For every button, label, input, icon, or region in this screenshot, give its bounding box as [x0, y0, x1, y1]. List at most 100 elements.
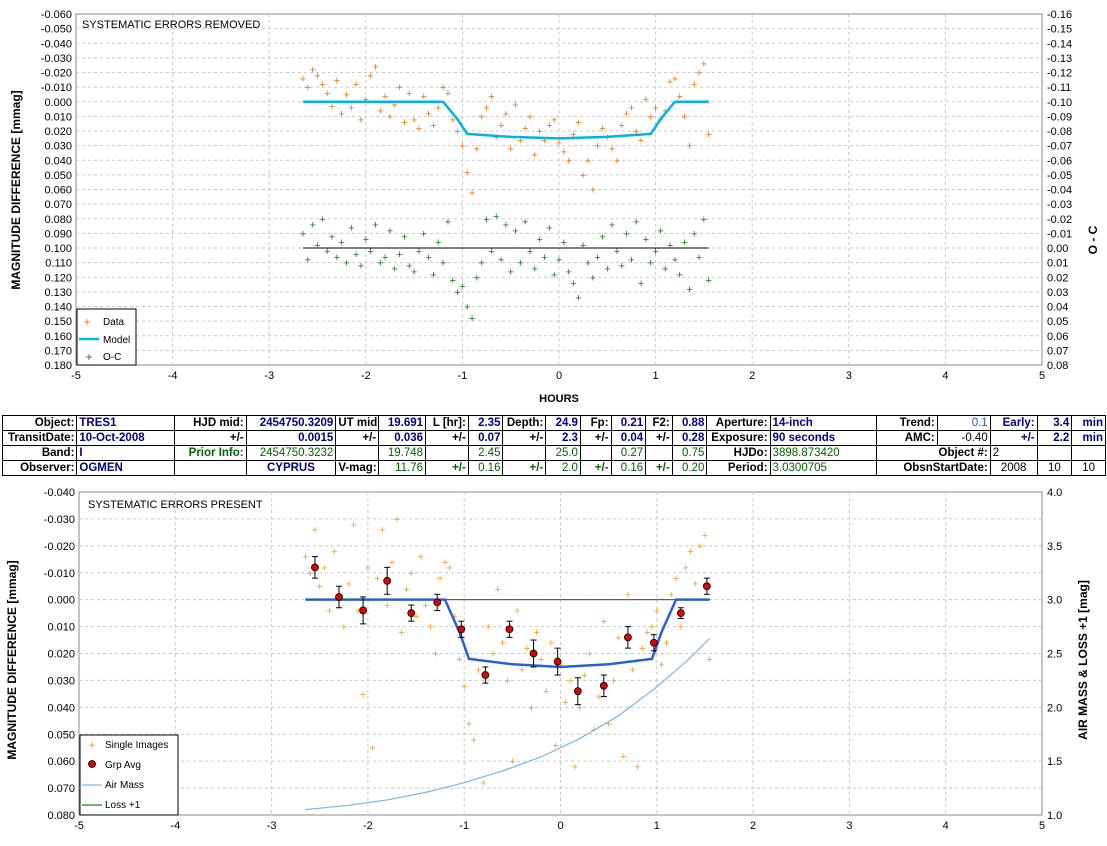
data-point: + [619, 120, 625, 132]
grp-avg-point [383, 576, 392, 585]
bot-y2-tick-label: 2.5 [1047, 649, 1062, 661]
prior-info-label: Prior Info: [174, 445, 247, 461]
vmag-value: 11.76 [378, 460, 427, 476]
single-image-point: + [365, 562, 371, 574]
bot-x-tick-label: -4 [170, 820, 180, 832]
single-image-point: + [649, 622, 655, 634]
oc-point: + [435, 237, 441, 249]
data-point: + [507, 144, 513, 156]
oc-point: + [677, 269, 683, 281]
oc-point: + [425, 252, 431, 264]
oc-point: + [604, 263, 610, 275]
object-value: TRES1 [76, 415, 176, 431]
object-number-value: 2 [989, 445, 1038, 461]
prior-depth-err-label: +/- [502, 460, 547, 476]
bottom-chart: -0.040 -0.030 -0.020 -0.010 0.000 0.010 0.020 0… [5, 487, 1090, 832]
oc-point: + [599, 231, 605, 243]
blank-3-20 [1036, 445, 1073, 461]
legend-oc-label: O-C [103, 352, 121, 363]
hjd-mid-value: 2454750.3209 [245, 415, 337, 431]
oc-point: + [343, 258, 349, 270]
bottom-legend: + Single Images Grp Avg Air Mass Loss +1 [79, 734, 179, 816]
transitdate-label: TransitDate: [1, 430, 78, 446]
oc-point: + [396, 249, 402, 261]
data-point: + [329, 101, 335, 113]
top-y2-tick-label: 0.02 [1047, 272, 1068, 284]
oc-point: + [479, 258, 485, 270]
bottom-x-ticks: -5 -4 -3 -2 -1 0 1 2 3 4 5 [74, 820, 1045, 832]
single-image-point: + [644, 627, 650, 639]
bot-y-tick-label: 0.030 [47, 675, 75, 687]
early-value: 3.4 [1036, 415, 1073, 431]
data-point: + [503, 108, 509, 120]
top-y-tick-label: 0.130 [44, 287, 72, 299]
info-row-4: Observer: OGMEN CYPRUS V-mag: 11.76 +/- … [1, 460, 1106, 476]
prior-ut-value: 19.748 [378, 445, 427, 461]
oc-point: + [619, 261, 625, 273]
data-point: + [314, 70, 320, 82]
top-y-tick-label: 0.060 [44, 185, 72, 197]
top-x-tick-label: -3 [264, 370, 274, 382]
oc-point: + [551, 269, 557, 281]
top-x-tick-label: 2 [749, 370, 755, 382]
single-image-point: + [634, 762, 640, 774]
single-image-point: + [312, 525, 318, 537]
data-point: + [367, 70, 373, 82]
top-y-tick-label: 0.020 [44, 126, 72, 138]
prior-l-value: 2.45 [467, 445, 504, 461]
bot-x-tick-label: 3 [846, 820, 852, 832]
single-image-point: + [432, 649, 438, 661]
grp-avg-point [457, 625, 466, 634]
top-x-axis-label: HOURS [539, 393, 579, 405]
hjdo-label: HJDo: [706, 445, 771, 461]
single-image-point: + [533, 627, 539, 639]
single-image-point: + [374, 573, 380, 585]
blank-3-11 [579, 445, 612, 461]
blank-3-7 [425, 445, 469, 461]
info-row-1: Object: TRES1 HJD mid: 2454750.3209 UT m… [1, 415, 1106, 431]
single-image-point: + [673, 573, 679, 585]
data-point: + [556, 138, 562, 150]
single-image-point: + [557, 659, 563, 671]
data-point: + [459, 141, 465, 153]
bot-y-tick-label: 0.000 [47, 595, 75, 607]
data-point: + [392, 100, 398, 112]
grp-avg-point [702, 582, 711, 591]
early-err-unit: min [1071, 430, 1106, 446]
obs-day-value: 10 [1071, 460, 1106, 476]
single-image-point: + [447, 562, 453, 574]
location-value: CYPRUS [245, 460, 337, 476]
top-y-tick-label: 0.090 [44, 228, 72, 240]
observer-value: OGMEN [76, 460, 176, 476]
data-point: + [396, 82, 402, 94]
single-image-point: + [471, 735, 477, 747]
bot-y-tick-label: -0.020 [44, 541, 75, 553]
info-row-3: Band: I Prior Info: 2454750.3232 19.748 … [1, 445, 1106, 461]
single-image-point: + [692, 579, 698, 591]
oc-point: + [445, 217, 451, 229]
grp-avg-point [650, 638, 658, 647]
oc-point: + [696, 252, 702, 264]
top-y-tick-label: 0.030 [44, 141, 72, 153]
oc-point: + [353, 249, 359, 261]
bottom-chart-title: SYSTEMATIC ERRORS PRESENT [88, 499, 263, 511]
oc-point: + [411, 266, 417, 278]
data-point: + [691, 79, 697, 91]
oc-point: + [464, 302, 470, 314]
legend-single-label: Single Images [105, 740, 168, 751]
single-image-point: + [456, 654, 462, 666]
single-image-point: + [538, 654, 544, 666]
oc-point: + [561, 237, 567, 249]
oc-point: + [686, 284, 692, 296]
oc-point: + [358, 261, 364, 273]
data-point: + [334, 75, 340, 87]
legend-single-marker: + [88, 738, 95, 752]
bot-y-tick-label: -0.010 [44, 568, 75, 580]
oc-point: + [556, 255, 562, 267]
oc-point: + [706, 275, 712, 287]
single-image-point: + [577, 702, 583, 714]
top-y-tick-label: 0.040 [44, 155, 72, 167]
l-err-label: +/- [425, 430, 469, 446]
top-grid [76, 14, 1042, 365]
oc-point: + [488, 246, 494, 258]
